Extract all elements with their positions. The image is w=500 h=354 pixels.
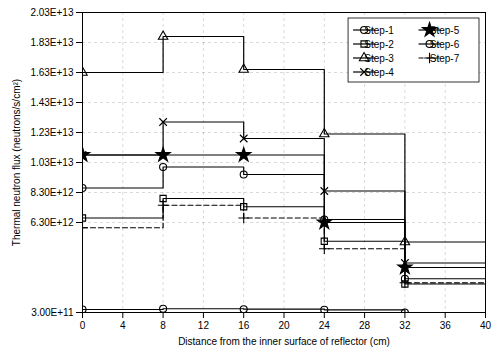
svg-text:Step-6: Step-6 [430,39,460,50]
svg-text:3.00E+11: 3.00E+11 [31,307,74,318]
svg-text:Distance from the inner surfac: Distance from the inner surface of refle… [178,336,390,347]
svg-text:Step-3: Step-3 [364,53,394,64]
svg-text:4: 4 [120,320,126,331]
svg-text:Step-5: Step-5 [430,25,460,36]
svg-text:6.30E+12: 6.30E+12 [30,217,74,228]
svg-text:8.30E+12: 8.30E+12 [30,187,74,198]
svg-text:24: 24 [319,320,331,331]
svg-text:Step-1: Step-1 [364,25,394,36]
svg-text:20: 20 [278,320,290,331]
svg-text:32: 32 [399,320,411,331]
svg-text:1.63E+13: 1.63E+13 [30,67,74,78]
svg-text:1.43E+13: 1.43E+13 [30,97,74,108]
svg-text:36: 36 [440,320,452,331]
svg-text:12: 12 [198,320,210,331]
svg-text:2.03E+13: 2.03E+13 [30,7,74,18]
svg-text:1.03E+13: 1.03E+13 [30,157,74,168]
svg-text:16: 16 [238,320,250,331]
svg-text:8: 8 [160,320,166,331]
svg-text:28: 28 [359,320,371,331]
svg-text:Thermal neutron flux (neutrons: Thermal neutron flux (neutrons/s/cm²) [11,79,22,246]
svg-text:1.83E+13: 1.83E+13 [30,37,74,48]
svg-text:Step-4: Step-4 [364,67,394,78]
svg-text:0: 0 [80,320,86,331]
svg-text:40: 40 [480,320,492,331]
svg-text:Step-7: Step-7 [430,53,460,64]
svg-text:1.23E+13: 1.23E+13 [30,127,74,138]
svg-text:Step-2: Step-2 [364,39,394,50]
